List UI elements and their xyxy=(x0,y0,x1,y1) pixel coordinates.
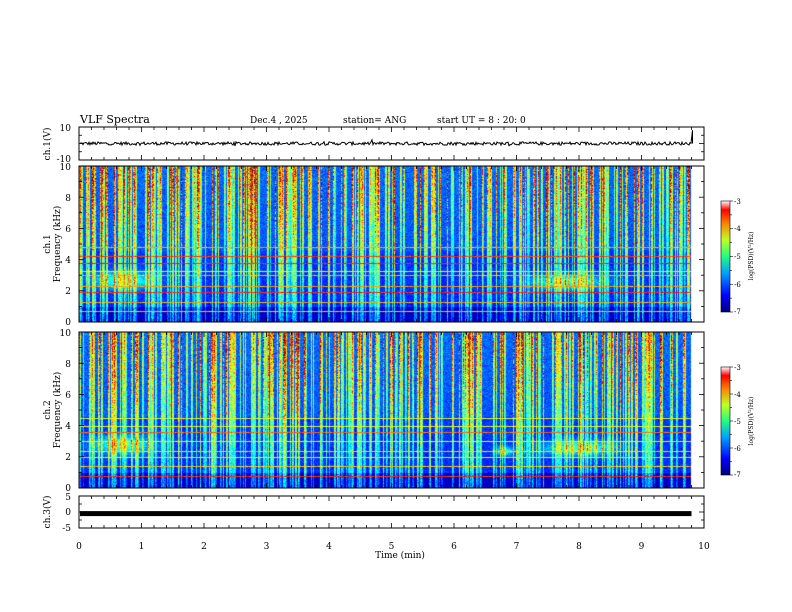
ch1-ytick-6: 6 xyxy=(65,225,71,235)
ch2-ytick-6: 6 xyxy=(65,391,71,401)
ch1-ytick-neg10: -10 xyxy=(57,155,72,165)
colorbar-ch1-tick-neg4: -4 xyxy=(734,225,741,233)
ch2-spectrogram-panel: 0 2 4 6 8 10 ch.2 Frequency (kHz) xyxy=(43,329,705,494)
x-tick-labels: 0 1 2 3 4 5 6 7 8 9 10 xyxy=(76,542,710,552)
ch3-ytick-neg5: -5 xyxy=(62,524,71,534)
ch2-ytick-10: 10 xyxy=(60,329,72,339)
x-tick-label: 6 xyxy=(451,542,457,552)
ch1-waveform-line xyxy=(79,130,693,147)
ch2-spectrogram-image xyxy=(79,332,704,488)
ch3-ytick-5: 5 xyxy=(65,493,71,503)
ch1-spec-ylabel-line1: ch.1 xyxy=(43,234,53,253)
x-tick-label: 1 xyxy=(139,542,145,552)
x-tick-label: 0 xyxy=(76,542,82,552)
colorbar-ch2-label: log(PSD)(V²/Hz) xyxy=(748,397,755,446)
figure-title: VLF Spectra xyxy=(79,113,150,126)
colorbar-ch2-tick-neg6: -6 xyxy=(734,445,741,453)
ch1-ytick-8: 8 xyxy=(65,194,71,204)
ch1-ytick-4: 4 xyxy=(65,256,71,266)
x-tick-label: 10 xyxy=(698,542,710,552)
colorbar-ch2-tick-neg4: -4 xyxy=(734,391,741,399)
ch1-waveform-panel: 10 -10 ch.1(V) xyxy=(42,124,705,165)
colorbar-ch1-scale xyxy=(720,200,731,313)
figure-station: station= ANG xyxy=(343,116,406,126)
x-axis-label: Time (min) xyxy=(375,550,425,561)
x-tick-label: 8 xyxy=(576,542,582,552)
x-tick-label: 7 xyxy=(514,542,520,552)
x-tick-label: 3 xyxy=(264,542,270,552)
x-tick-label: 4 xyxy=(326,542,332,552)
ch1-spec-ylabel-line2: Frequency (kHz) xyxy=(52,206,63,283)
ch1-spectrogram-canvas-wrap xyxy=(79,166,704,322)
ch3-ytick-0: 0 xyxy=(65,508,71,518)
ch2-spectrogram-canvas-wrap xyxy=(79,332,704,488)
colorbar-ch1-tick-neg6: -6 xyxy=(734,281,741,289)
ch1-ylabel: ch.1(V) xyxy=(42,128,53,161)
colorbar-ch2-tick-neg3: -3 xyxy=(734,364,741,372)
colorbar-ch1-tick-neg7: -7 xyxy=(734,308,741,316)
x-tick-label: 5 xyxy=(389,542,395,552)
x-tick-label: 9 xyxy=(639,542,645,552)
colorbar-ch2-tick-neg5: -5 xyxy=(734,418,741,426)
ch2-ytick-8: 8 xyxy=(65,360,71,370)
ch1-ytick-10: 10 xyxy=(60,124,72,134)
ch2-spec-ylabel-line2: Frequency (kHz) xyxy=(52,372,63,449)
ch1-ytick-0: 0 xyxy=(65,318,71,328)
ch3-ylabel: ch.3(V) xyxy=(42,496,53,529)
ch3-waveform-line xyxy=(80,511,692,517)
ch1-ytick-10: 10 xyxy=(60,163,72,173)
ch3-waveform-panel: 5 0 -5 ch.3(V) xyxy=(42,493,705,534)
colorbar-ch1-tick-neg3: -3 xyxy=(734,198,741,206)
colorbar-ch2-tick-neg7: -7 xyxy=(734,471,741,479)
ch1-spectrogram-panel: 0 2 4 6 8 10 ch.1 Frequency (kHz) xyxy=(43,163,705,328)
ch2-spec-ylabel-line1: ch.2 xyxy=(43,400,53,419)
ch1-spectrogram-image xyxy=(79,166,704,322)
ch2-ytick-2: 2 xyxy=(65,453,71,463)
figure-start-time: start UT = 8 : 20: 0 xyxy=(437,116,526,126)
ch2-ytick-4: 4 xyxy=(65,422,71,432)
ch2-ytick-0: 0 xyxy=(65,484,71,494)
x-tick-label: 2 xyxy=(201,542,207,552)
figure-date: Dec.4 , 2025 xyxy=(250,116,308,126)
ch1-ytick-2: 2 xyxy=(65,287,71,297)
colorbar-ch1-tick-neg5: -5 xyxy=(734,253,741,261)
colorbar-ch1: -3 -4 -5 -6 -7 log(PSD)(V²/Hz) xyxy=(720,198,755,316)
colorbar-ch2-scale xyxy=(720,366,731,476)
colorbar-ch2: -3 -4 -5 -6 -7 log(PSD)(V²/Hz) xyxy=(720,364,755,479)
colorbar-ch1-label: log(PSD)(V²/Hz) xyxy=(748,232,755,281)
